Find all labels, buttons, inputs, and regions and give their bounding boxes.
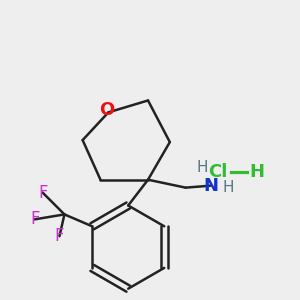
Text: H: H bbox=[223, 180, 234, 195]
Text: O: O bbox=[99, 101, 114, 119]
Text: F: F bbox=[55, 227, 64, 245]
Text: H: H bbox=[197, 160, 208, 175]
Text: N: N bbox=[203, 177, 218, 195]
Text: F: F bbox=[38, 184, 47, 202]
Text: H: H bbox=[250, 163, 265, 181]
Text: Cl: Cl bbox=[208, 163, 227, 181]
Text: F: F bbox=[30, 210, 40, 228]
